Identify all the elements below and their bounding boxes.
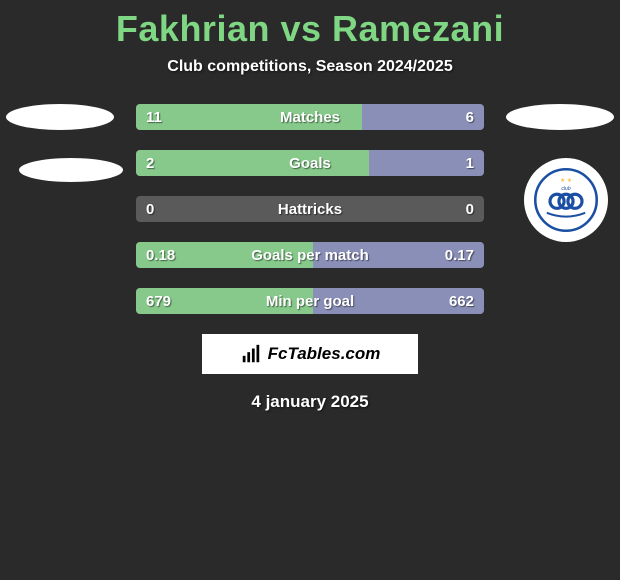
stat-metric-label: Hattricks (278, 201, 342, 218)
stat-bar: 11 6 Matches (136, 104, 484, 130)
club-badge: ★ ★ club (524, 158, 608, 242)
stat-bars: 11 6 Matches 2 1 Goals 0 0 Hattricks 0.18 0.17 Goal… (136, 104, 484, 314)
watermark-text: FcTables.com (268, 344, 381, 364)
stat-value-right: 662 (449, 293, 474, 310)
stat-bar: 0 0 Hattricks (136, 196, 484, 222)
stat-bar: 2 1 Goals (136, 150, 484, 176)
stat-value-left: 0 (146, 201, 154, 218)
page-title: Fakhrian vs Ramezani (0, 0, 620, 50)
stat-value-right: 0 (466, 201, 474, 218)
club-crest-icon: ★ ★ club (534, 168, 598, 232)
player-left-photo-placeholder-2 (19, 158, 123, 182)
date-label: 4 january 2025 (0, 392, 620, 412)
svg-text:★ ★: ★ ★ (560, 177, 572, 184)
player-left-photo-placeholder-1 (6, 104, 114, 130)
stat-value-left: 11 (146, 109, 162, 126)
stat-metric-label: Goals (289, 155, 331, 172)
stat-value-left: 0.18 (146, 247, 175, 264)
stat-metric-label: Goals per match (251, 247, 369, 264)
stat-metric-label: Min per goal (266, 293, 354, 310)
watermark: FcTables.com (202, 334, 418, 374)
stat-value-right: 6 (466, 109, 474, 126)
stat-bar: 0.18 0.17 Goals per match (136, 242, 484, 268)
stat-value-right: 0.17 (445, 247, 474, 264)
stat-bar: 679 662 Min per goal (136, 288, 484, 314)
stat-value-left: 679 (146, 293, 171, 310)
page-subtitle: Club competitions, Season 2024/2025 (0, 58, 620, 76)
svg-text:club: club (561, 186, 571, 192)
stat-bar-left-fill (136, 150, 369, 176)
stat-value-right: 1 (466, 155, 474, 172)
stats-area: ★ ★ club 11 6 Matches 2 1 Goals 0 0 Hattricks 0.1… (0, 104, 620, 314)
stat-value-left: 2 (146, 155, 154, 172)
stat-metric-label: Matches (280, 109, 340, 126)
bar-chart-icon (240, 343, 262, 365)
player-right-photo-placeholder (506, 104, 614, 130)
